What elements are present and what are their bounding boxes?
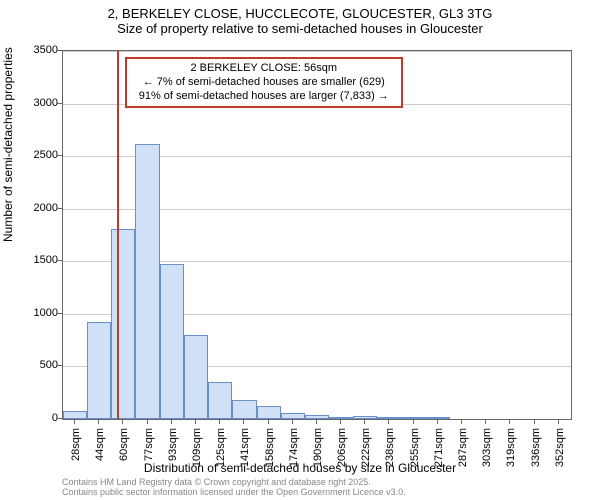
- x-tick-mark: [388, 419, 389, 424]
- x-tick-mark: [98, 419, 99, 424]
- y-tick-mark: [57, 365, 62, 366]
- callout-line-1: 2 BERKELEY CLOSE: 56sqm: [133, 62, 395, 76]
- reference-marker-line: [117, 51, 119, 419]
- histogram-bar: [257, 406, 281, 419]
- histogram-bar: [135, 144, 160, 419]
- page-title: 2, BERKELEY CLOSE, HUCCLECOTE, GLOUCESTE…: [0, 6, 600, 21]
- x-tick-label: 352sqm: [554, 428, 566, 478]
- y-tick-mark: [57, 260, 62, 261]
- attribution-footer: Contains HM Land Registry data © Crown c…: [62, 478, 406, 498]
- x-tick-label: 222sqm: [360, 428, 372, 478]
- x-tick-label: 238sqm: [384, 428, 396, 478]
- histogram-bar: [111, 229, 135, 419]
- histogram-bar: [87, 322, 111, 419]
- x-tick-mark: [219, 419, 220, 424]
- x-tick-label: 44sqm: [94, 428, 106, 478]
- y-tick-label: 3000: [18, 97, 58, 109]
- y-tick-label: 2500: [18, 149, 58, 161]
- histogram-bar: [184, 335, 208, 419]
- x-tick-label: 303sqm: [481, 428, 493, 478]
- y-tick-label: 1500: [18, 254, 58, 266]
- x-tick-label: 287sqm: [457, 428, 469, 478]
- x-tick-mark: [122, 419, 123, 424]
- x-tick-label: 336sqm: [530, 428, 542, 478]
- y-tick-mark: [57, 313, 62, 314]
- page-subtitle: Size of property relative to semi-detach…: [0, 21, 600, 36]
- x-tick-mark: [171, 419, 172, 424]
- x-tick-mark: [316, 419, 317, 424]
- y-tick-label: 2000: [18, 202, 58, 214]
- x-tick-mark: [413, 419, 414, 424]
- y-tick-label: 500: [18, 359, 58, 371]
- y-tick-mark: [57, 418, 62, 419]
- x-tick-label: 125sqm: [215, 428, 227, 478]
- x-tick-mark: [195, 419, 196, 424]
- grid-line: [63, 51, 571, 52]
- y-tick-mark: [57, 103, 62, 104]
- x-tick-label: 77sqm: [143, 428, 155, 478]
- x-tick-mark: [268, 419, 269, 424]
- x-tick-mark: [147, 419, 148, 424]
- y-tick-mark: [57, 208, 62, 209]
- title-area: 2, BERKELEY CLOSE, HUCCLECOTE, GLOUCESTE…: [0, 0, 600, 36]
- histogram-bar: [232, 400, 257, 419]
- x-tick-mark: [558, 419, 559, 424]
- x-tick-label: 206sqm: [336, 428, 348, 478]
- x-tick-label: 255sqm: [409, 428, 421, 478]
- x-tick-mark: [437, 419, 438, 424]
- x-tick-mark: [340, 419, 341, 424]
- x-tick-mark: [485, 419, 486, 424]
- histogram-plot: 2 BERKELEY CLOSE: 56sqm← 7% of semi-deta…: [62, 50, 572, 420]
- x-tick-mark: [364, 419, 365, 424]
- histogram-bar: [160, 264, 184, 419]
- x-tick-mark: [509, 419, 510, 424]
- x-tick-label: 109sqm: [191, 428, 203, 478]
- x-tick-label: 319sqm: [505, 428, 517, 478]
- callout-line-2: ← 7% of semi-detached houses are smaller…: [133, 76, 395, 90]
- x-tick-label: 158sqm: [264, 428, 276, 478]
- y-tick-label: 1000: [18, 307, 58, 319]
- x-tick-mark: [292, 419, 293, 424]
- x-tick-label: 174sqm: [288, 428, 300, 478]
- y-tick-label: 0: [18, 412, 58, 424]
- footer-line-2: Contains public sector information licen…: [62, 488, 406, 498]
- x-tick-mark: [461, 419, 462, 424]
- histogram-bar: [63, 411, 87, 419]
- x-tick-label: 271sqm: [433, 428, 445, 478]
- callout-line-3: 91% of semi-detached houses are larger (…: [133, 90, 395, 104]
- x-tick-label: 28sqm: [70, 428, 82, 478]
- y-tick-label: 3500: [18, 44, 58, 56]
- x-tick-label: 93sqm: [167, 428, 179, 478]
- y-tick-mark: [57, 155, 62, 156]
- reference-callout: 2 BERKELEY CLOSE: 56sqm← 7% of semi-deta…: [125, 57, 403, 108]
- x-tick-label: 190sqm: [312, 428, 324, 478]
- y-tick-mark: [57, 50, 62, 51]
- y-axis-label: Number of semi-detached properties: [1, 47, 15, 242]
- x-tick-mark: [243, 419, 244, 424]
- histogram-bar: [208, 382, 232, 419]
- x-tick-mark: [74, 419, 75, 424]
- x-tick-mark: [534, 419, 535, 424]
- x-tick-label: 141sqm: [239, 428, 251, 478]
- x-tick-label: 60sqm: [118, 428, 130, 478]
